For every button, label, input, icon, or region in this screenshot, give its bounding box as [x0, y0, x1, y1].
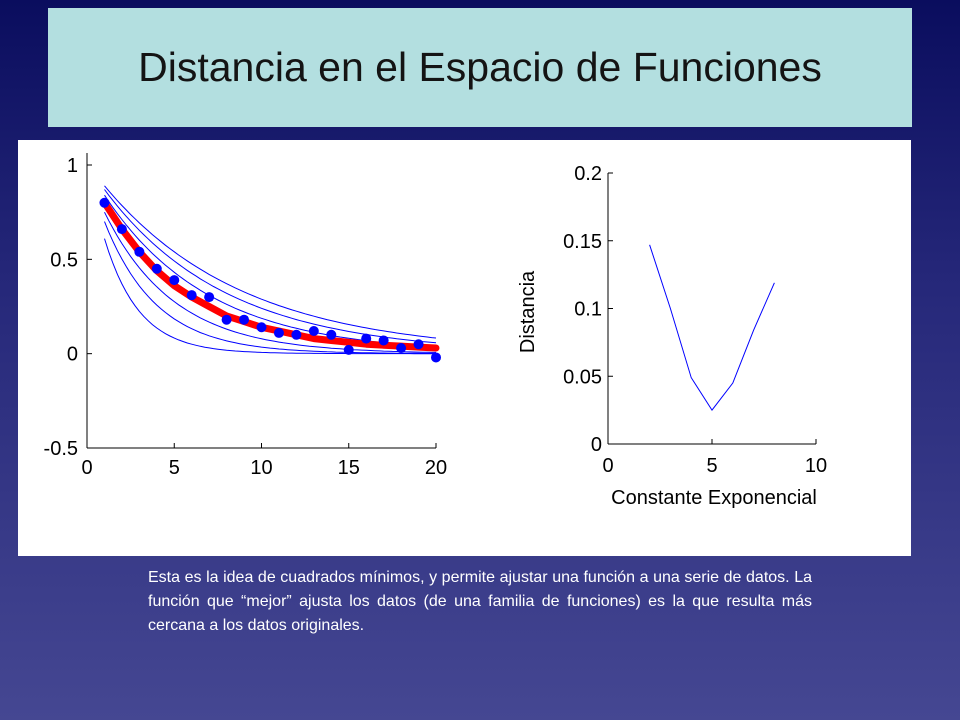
- family-curve: [104, 221, 436, 354]
- data-point: [239, 314, 250, 325]
- data-point: [221, 314, 232, 325]
- data-point: [186, 290, 197, 301]
- data-point: [169, 275, 180, 286]
- left-y-tick-label: 0.5: [50, 249, 78, 271]
- data-point: [326, 329, 337, 340]
- best-fit-line: [101, 199, 440, 352]
- right-y-axis-label: Distancia: [517, 270, 539, 353]
- left-x-tick-label: 15: [338, 457, 360, 479]
- family-curve: [104, 211, 436, 353]
- data-point: [151, 263, 162, 274]
- caption-text: Esta es la idea de cuadrados mínimos, y …: [148, 569, 812, 634]
- left-x-tick-label: 20: [425, 457, 447, 479]
- data-point: [204, 292, 215, 303]
- data-point: [291, 329, 302, 340]
- data-point: [361, 333, 372, 344]
- data-point: [273, 327, 284, 338]
- data-point: [99, 197, 110, 208]
- right-x-axis-label: Constante Exponencial: [611, 487, 817, 509]
- title-box: Distancia en el Espacio de Funciones: [48, 8, 912, 127]
- data-point: [343, 344, 354, 355]
- right-y-tick-label: 0.1: [574, 299, 602, 321]
- left-x-tick-label: 0: [81, 457, 92, 479]
- data-point: [256, 322, 267, 333]
- distance-plot: 0 5 10 0.2 0.15 0.1 0.05 0 Constante Exponencial…: [517, 163, 827, 509]
- page-title: Distancia en el Espacio de Funciones: [138, 44, 822, 90]
- data-point: [116, 224, 127, 235]
- left-x-tick-label: 10: [250, 457, 272, 479]
- right-y-tick-label: 0: [591, 434, 602, 456]
- right-x-tick-label: 0: [602, 455, 613, 477]
- right-x-tick-label: 5: [706, 455, 717, 477]
- data-point: [378, 335, 389, 346]
- right-x-tick-label: 10: [805, 455, 827, 477]
- left-y-tick-label: 0: [67, 344, 78, 366]
- right-y-tick-label: 0.2: [574, 163, 602, 185]
- left-y-tick-label: 1: [67, 155, 78, 177]
- data-point: [308, 326, 319, 337]
- family-curve: [104, 238, 436, 355]
- data-point: [396, 343, 407, 354]
- data-point: [413, 339, 424, 350]
- data-point: [134, 246, 145, 257]
- distance-line: [649, 244, 775, 411]
- left-y-tick-label: -0.5: [44, 438, 78, 460]
- left-x-tick-label: 5: [169, 457, 180, 479]
- data-point: [431, 352, 441, 363]
- family-curve: [104, 185, 437, 339]
- right-y-tick-label: 0.05: [563, 366, 602, 388]
- right-y-tick-label: 0.15: [563, 231, 602, 253]
- figure-panel: 0 5 10 15 20 1 0.5 0 -0.5 0 5 10 0.2 0.15 0.1 0.05 0 Con…: [18, 140, 911, 556]
